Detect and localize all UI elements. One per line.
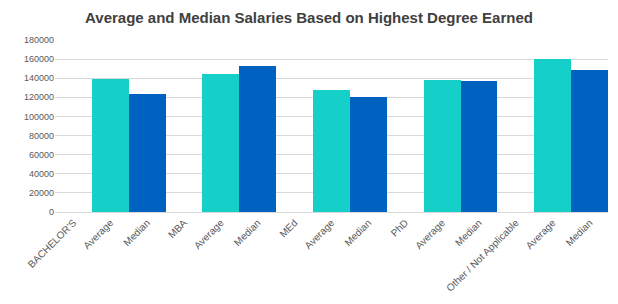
svg-text:20000: 20000	[29, 188, 54, 198]
svg-text:40000: 40000	[29, 169, 54, 179]
svg-text:PhD: PhD	[389, 217, 411, 239]
svg-text:Median: Median	[453, 217, 484, 248]
svg-text:60000: 60000	[29, 150, 54, 160]
svg-text:Median: Median	[232, 217, 263, 248]
svg-text:100000: 100000	[24, 112, 54, 122]
svg-text:Average: Average	[413, 217, 447, 251]
svg-text:MBA: MBA	[166, 217, 189, 240]
svg-text:Average: Average	[302, 217, 336, 251]
svg-text:120000: 120000	[24, 92, 54, 102]
svg-text:Median: Median	[564, 217, 595, 248]
svg-text:Average: Average	[192, 217, 226, 251]
svg-text:80000: 80000	[29, 131, 54, 141]
svg-text:MEd: MEd	[277, 217, 299, 239]
svg-text:Average: Average	[524, 217, 558, 251]
svg-text:BACHELOR'S: BACHELOR'S	[26, 217, 79, 270]
svg-text:Average: Average	[81, 217, 115, 251]
svg-text:Average and Median Salaries Ba: Average and Median Salaries Based on Hig…	[85, 9, 533, 26]
svg-text:Median: Median	[121, 217, 152, 248]
svg-text:Other / Not Applicable: Other / Not Applicable	[444, 217, 521, 294]
svg-text:180000: 180000	[24, 35, 54, 45]
svg-text:0: 0	[49, 207, 54, 217]
svg-text:140000: 140000	[24, 73, 54, 83]
svg-text:Median: Median	[342, 217, 373, 248]
svg-text:160000: 160000	[24, 54, 54, 64]
